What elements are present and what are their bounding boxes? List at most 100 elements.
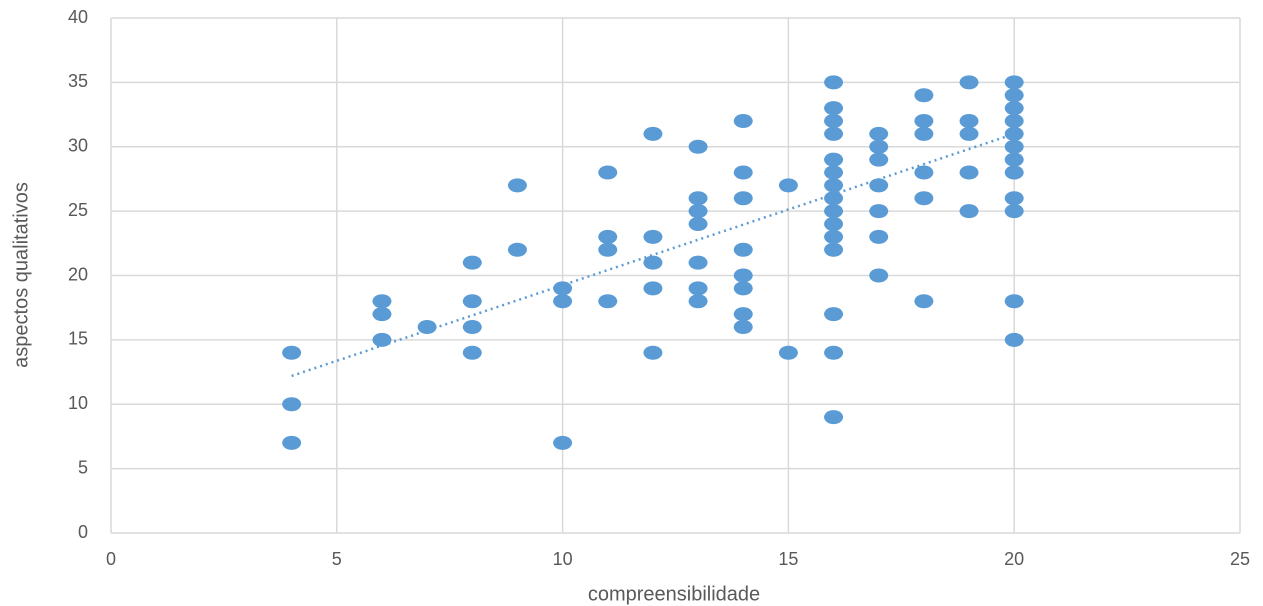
point bbox=[914, 114, 934, 128]
point bbox=[824, 204, 844, 219]
point bbox=[598, 229, 618, 244]
point bbox=[824, 152, 844, 167]
point bbox=[959, 165, 979, 180]
point bbox=[914, 88, 934, 103]
point bbox=[462, 345, 482, 360]
point bbox=[733, 281, 753, 296]
point bbox=[824, 114, 844, 128]
point bbox=[1004, 165, 1024, 180]
point bbox=[282, 397, 302, 412]
point bbox=[553, 294, 573, 309]
point bbox=[733, 242, 753, 257]
point bbox=[462, 294, 482, 309]
point bbox=[733, 268, 753, 283]
point bbox=[824, 410, 844, 425]
point bbox=[824, 345, 844, 360]
point bbox=[1004, 139, 1024, 154]
point bbox=[598, 165, 618, 180]
y-tick-label: 35 bbox=[68, 71, 88, 91]
point bbox=[869, 126, 889, 141]
x-tick-label: 20 bbox=[1004, 549, 1024, 569]
point bbox=[688, 204, 708, 219]
point bbox=[1004, 191, 1024, 206]
point bbox=[959, 114, 979, 128]
point bbox=[824, 191, 844, 206]
point bbox=[869, 152, 889, 167]
point bbox=[959, 126, 979, 141]
trendline bbox=[291, 132, 1015, 378]
point bbox=[869, 139, 889, 154]
point bbox=[824, 75, 844, 90]
y-tick-label: 30 bbox=[68, 136, 88, 156]
point bbox=[417, 320, 437, 334]
point bbox=[643, 229, 663, 244]
point bbox=[462, 320, 482, 334]
point bbox=[959, 75, 979, 90]
point bbox=[824, 101, 844, 116]
point bbox=[869, 204, 889, 219]
point bbox=[643, 126, 663, 141]
point bbox=[869, 268, 889, 283]
point bbox=[282, 435, 302, 450]
point bbox=[733, 320, 753, 334]
point bbox=[688, 294, 708, 309]
point bbox=[598, 242, 618, 257]
point bbox=[733, 165, 753, 180]
point bbox=[914, 191, 934, 206]
point bbox=[643, 345, 663, 360]
point bbox=[372, 332, 392, 347]
y-axis-label: aspectos qualitativos bbox=[10, 182, 32, 368]
y-tick-label: 40 bbox=[68, 7, 88, 27]
point bbox=[824, 242, 844, 257]
y-tick-label: 10 bbox=[68, 393, 88, 413]
point bbox=[1004, 204, 1024, 219]
point bbox=[688, 255, 708, 270]
point bbox=[824, 126, 844, 141]
point bbox=[1004, 88, 1024, 103]
x-tick-label: 15 bbox=[778, 549, 798, 569]
point bbox=[778, 345, 798, 360]
point bbox=[1004, 294, 1024, 309]
point bbox=[733, 191, 753, 206]
x-axis-label: compreensibilidade bbox=[588, 583, 760, 605]
point bbox=[824, 165, 844, 180]
point bbox=[507, 178, 527, 193]
y-tick-label: 5 bbox=[78, 457, 88, 477]
x-tick-label: 10 bbox=[553, 549, 573, 569]
point bbox=[688, 191, 708, 206]
y-tick-label: 0 bbox=[78, 522, 88, 542]
point bbox=[824, 229, 844, 244]
point bbox=[643, 281, 663, 296]
point bbox=[643, 255, 663, 270]
point bbox=[462, 255, 482, 270]
point bbox=[914, 294, 934, 309]
point bbox=[778, 178, 798, 193]
point bbox=[507, 242, 527, 257]
point bbox=[914, 126, 934, 141]
point bbox=[1004, 152, 1024, 167]
point bbox=[824, 217, 844, 231]
point bbox=[869, 229, 889, 244]
point bbox=[688, 217, 708, 231]
point bbox=[553, 281, 573, 296]
point bbox=[372, 294, 392, 309]
point bbox=[733, 307, 753, 322]
point bbox=[824, 307, 844, 322]
point bbox=[372, 307, 392, 322]
point bbox=[553, 435, 573, 450]
point bbox=[1004, 101, 1024, 116]
point bbox=[688, 139, 708, 154]
y-tick-label: 20 bbox=[68, 264, 88, 284]
y-tick-label: 25 bbox=[68, 200, 88, 220]
point bbox=[1004, 332, 1024, 347]
point bbox=[1004, 75, 1024, 90]
x-tick-label: 5 bbox=[332, 549, 342, 569]
point bbox=[598, 294, 618, 309]
x-tick-label: 0 bbox=[106, 549, 116, 569]
point bbox=[959, 204, 979, 219]
point bbox=[282, 345, 302, 360]
point bbox=[914, 165, 934, 180]
point bbox=[824, 178, 844, 193]
point bbox=[1004, 114, 1024, 128]
